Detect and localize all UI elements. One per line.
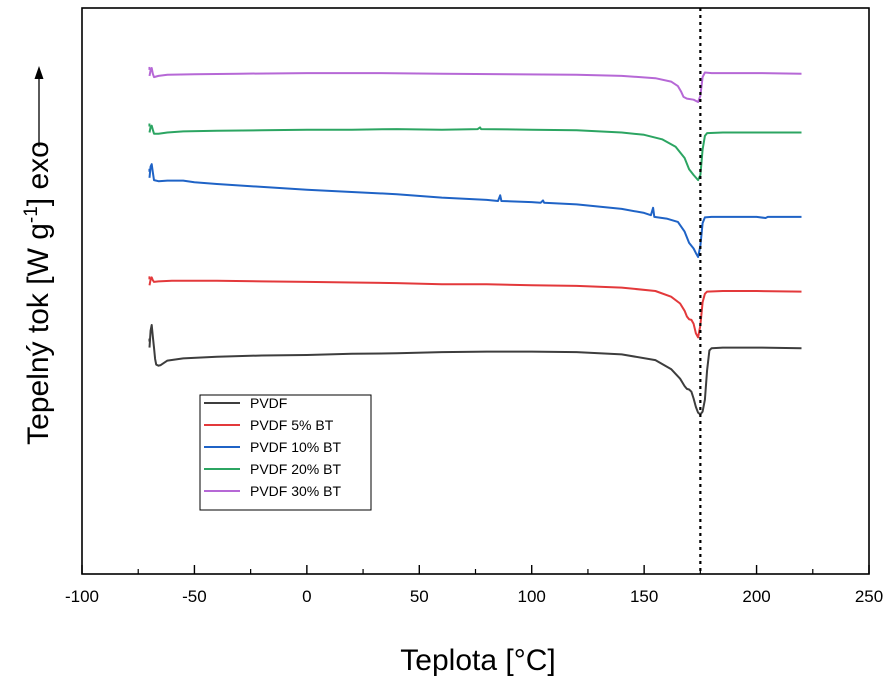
x-tick-label: 150	[630, 587, 658, 606]
x-tick-label: 200	[742, 587, 770, 606]
x-tick-label: 250	[855, 587, 883, 606]
legend-label-4: PVDF 20% BT	[250, 461, 341, 477]
legend-label-3: PVDF 10% BT	[250, 439, 341, 455]
series-line-4	[148, 124, 802, 182]
series-line-3	[148, 163, 802, 258]
x-axis-title: Teplota [°C]	[400, 644, 555, 677]
y-axis-title-sup: -1	[21, 206, 42, 223]
legend-label-2: PVDF 5% BT	[250, 417, 334, 433]
legend-label-1: PVDF	[250, 395, 287, 411]
x-tick-label: -50	[182, 587, 207, 606]
series-curves	[148, 66, 802, 416]
series-line-5	[148, 67, 802, 103]
x-axis-ticks	[81, 565, 870, 574]
x-tick-label: 50	[410, 587, 429, 606]
x-tick-label: 0	[302, 587, 311, 606]
series-line-1	[148, 324, 802, 416]
x-tick-label: -100	[65, 587, 99, 606]
y-axis-title-post: ] exo	[22, 141, 55, 206]
y-axis-title: Tepelný tok [W g-1] exo	[21, 141, 55, 445]
legend-label-5: PVDF 30% BT	[250, 483, 341, 499]
legend: PVDF PVDF 5% BT PVDF 10% BT PVDF 20% BT PVDF…	[199, 394, 372, 511]
y-axis-title-pre: Tepelný tok [W g	[22, 223, 55, 445]
x-axis-tick-labels: -100 -50 0 50 100 150 200 250	[65, 587, 883, 606]
x-tick-label: 100	[518, 587, 546, 606]
y-axis-title-group: Tepelný tok [W g-1] exo	[21, 141, 55, 445]
y-axis-exo-arrowhead	[34, 66, 44, 79]
series-line-2	[148, 276, 802, 339]
